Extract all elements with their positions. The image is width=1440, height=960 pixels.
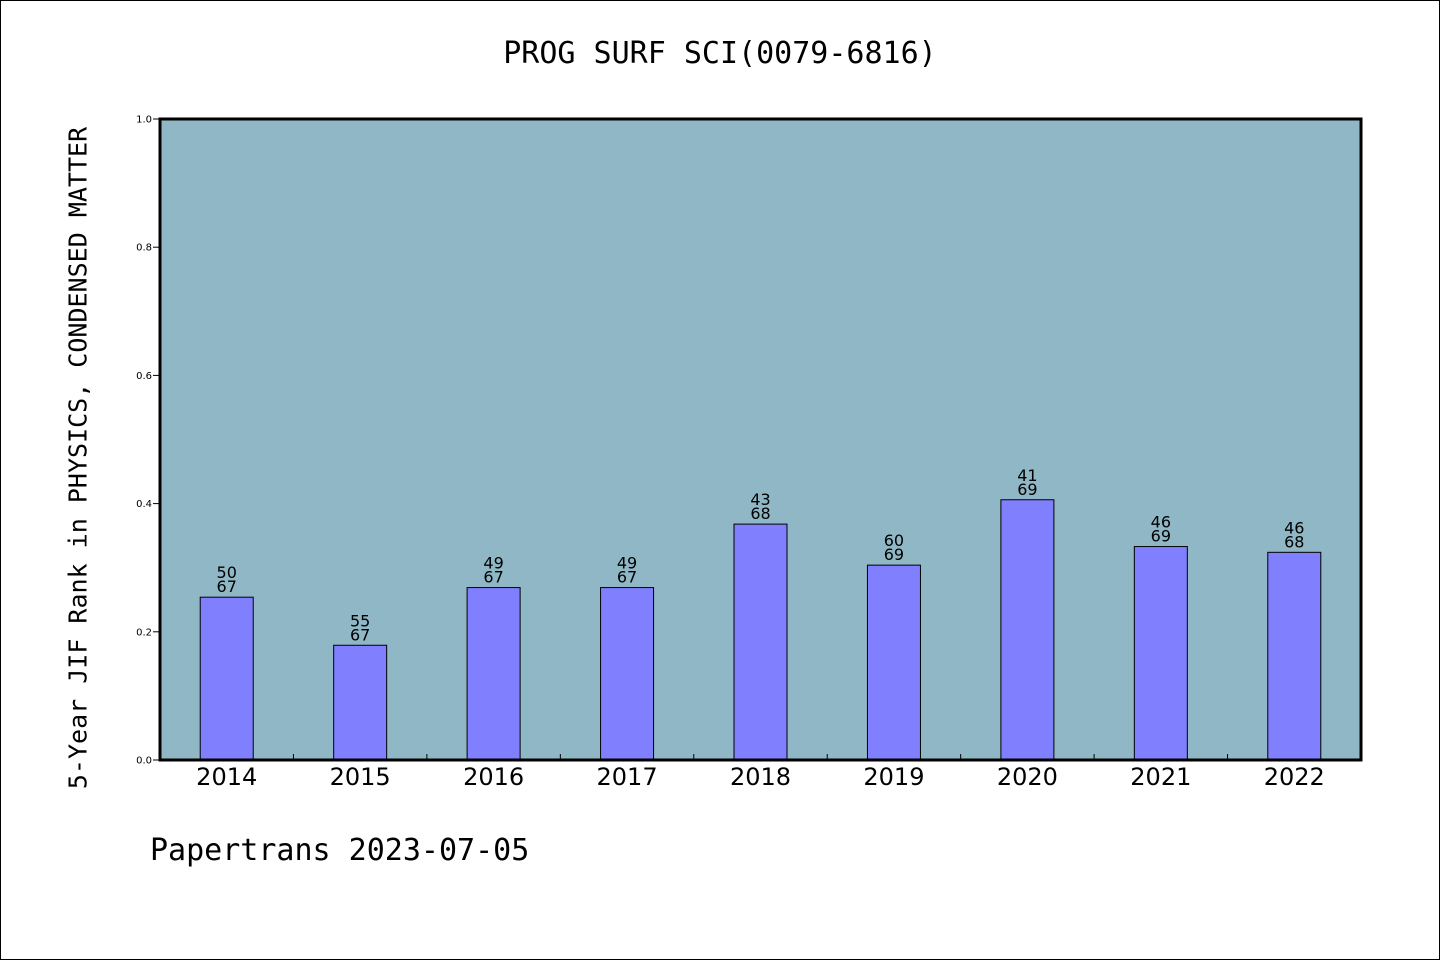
bar	[199, 596, 254, 761]
x-tick-label: 2022	[1264, 763, 1325, 791]
bar	[866, 564, 921, 761]
bar-rank-label: 41	[1017, 466, 1037, 485]
y-tick-label: 0.0	[136, 756, 152, 767]
bar-total-label: 67	[617, 568, 637, 587]
y-tick-label: 0.4	[136, 499, 152, 510]
bar-rank-label: 49	[483, 554, 503, 573]
x-tick-label: 2021	[1130, 763, 1191, 791]
y-tick-label: 1.0	[136, 115, 152, 126]
bar	[600, 587, 655, 761]
bar-total-label: 67	[350, 625, 370, 644]
bar-total-label: 69	[884, 545, 904, 564]
bar-total-label: 68	[1284, 532, 1304, 551]
bar	[1133, 546, 1188, 761]
x-tick-label: 2014	[196, 763, 257, 791]
x-tick-label: 2020	[997, 763, 1058, 791]
y-tick-label: 0.8	[136, 243, 152, 254]
bar	[333, 644, 388, 761]
x-tick-label: 2016	[463, 763, 524, 791]
bar-total-label: 69	[1151, 527, 1171, 546]
bar	[466, 587, 521, 761]
chart-title: PROG SURF SCI(0079-6816)	[503, 36, 937, 71]
bar-rank-label: 50	[217, 563, 237, 582]
x-tick-label: 2017	[597, 763, 658, 791]
plot-border	[158, 117, 1363, 762]
x-tick-label: 2019	[863, 763, 924, 791]
footer-text: Papertrans 2023-07-05	[150, 833, 530, 868]
bar	[733, 523, 788, 761]
x-tick-label: 2018	[730, 763, 791, 791]
bar-rank-label: 43	[750, 490, 770, 509]
bar-total-label: 67	[217, 577, 237, 596]
bar-total-label: 69	[1017, 480, 1037, 499]
x-tick-label: 2015	[330, 763, 391, 791]
bar-total-label: 67	[483, 568, 503, 587]
bar-rank-label: 60	[884, 531, 904, 550]
bar-rank-label: 46	[1151, 513, 1171, 532]
bar-total-label: 68	[750, 504, 770, 523]
bar	[1267, 551, 1322, 761]
bar-rank-label: 46	[1284, 518, 1304, 537]
bar	[1000, 499, 1055, 761]
y-tick-label: 0.2	[136, 627, 152, 638]
bar-rank-label: 55	[350, 611, 370, 630]
y-tick-label: 0.6	[136, 371, 152, 382]
bar-rank-label: 49	[617, 554, 637, 573]
